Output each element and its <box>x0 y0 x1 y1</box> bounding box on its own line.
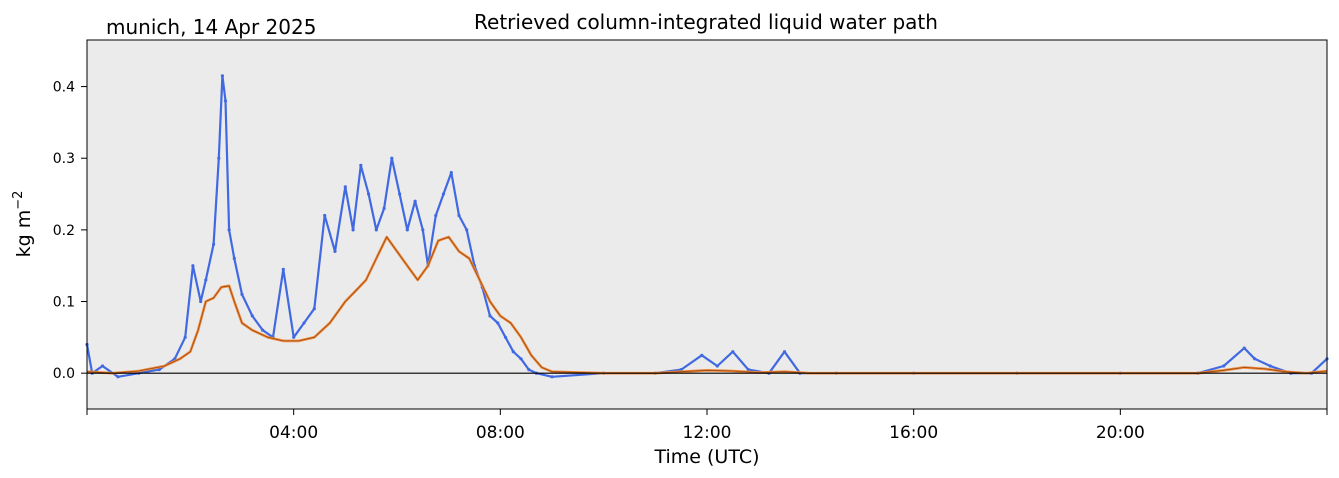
raw-lwp-point <box>449 171 453 175</box>
raw-lwp-point <box>359 163 363 167</box>
x-axis: 04:00 08:00 12:00 16:00 20:00 <box>86 409 1328 443</box>
raw-lwp-point <box>212 242 216 246</box>
raw-lwp-point <box>312 307 316 311</box>
x-axis-label: Time (UTC) <box>653 446 759 468</box>
raw-lwp-point <box>351 228 355 232</box>
raw-lwp-point <box>731 350 735 354</box>
raw-lwp-point <box>441 192 446 196</box>
raw-lwp-point <box>232 256 236 261</box>
raw-lwp-point <box>199 299 203 304</box>
x-tick-label: 20:00 <box>1096 423 1145 443</box>
raw-lwp-point <box>496 321 500 325</box>
raw-lwp-point <box>240 292 244 296</box>
y-tick-label: 0.0 <box>53 366 75 382</box>
y-tick-label: 0.3 <box>53 151 75 167</box>
raw-lwp-point <box>519 357 523 361</box>
x-tick-label: 12:00 <box>683 423 732 443</box>
raw-lwp-point <box>782 350 787 354</box>
chart-title: Retrieved column-integrated liquid water… <box>474 10 938 34</box>
raw-lwp-point <box>465 228 469 232</box>
raw-lwp-point <box>323 213 327 218</box>
raw-lwp-point <box>204 278 208 282</box>
raw-lwp-point <box>333 249 337 253</box>
raw-lwp-point <box>220 74 224 78</box>
raw-lwp-point <box>434 213 438 218</box>
raw-lwp-point <box>746 368 750 372</box>
raw-lwp-point <box>382 206 386 210</box>
raw-lwp-point <box>457 213 461 218</box>
raw-lwp-point <box>1268 364 1272 368</box>
raw-lwp-point <box>413 199 417 203</box>
raw-lwp-point <box>250 314 254 318</box>
raw-lwp-point <box>503 335 508 339</box>
raw-lwp-point <box>421 228 425 232</box>
raw-lwp-point <box>227 228 231 232</box>
y-tick-label: 0.1 <box>53 295 75 311</box>
raw-lwp-point <box>374 228 378 232</box>
raw-lwp-point <box>223 99 228 103</box>
chart-subtitle: munich, 14 Apr 2025 <box>106 15 316 39</box>
raw-lwp-point <box>527 368 531 372</box>
raw-lwp-point <box>116 375 120 379</box>
plot-area <box>87 40 1327 409</box>
raw-lwp-point <box>183 335 187 339</box>
raw-lwp-point <box>261 328 265 332</box>
raw-lwp-point <box>715 364 719 368</box>
raw-lwp-point <box>700 353 704 357</box>
y-tick-label: 0.2 <box>53 223 75 239</box>
raw-lwp-point <box>405 228 409 232</box>
raw-lwp-point <box>390 156 394 160</box>
raw-lwp-point <box>100 364 105 368</box>
raw-lwp-point <box>550 375 554 379</box>
y-axis: 0.0 0.1 0.2 0.3 0.4 <box>53 80 87 382</box>
raw-lwp-point <box>1253 357 1257 361</box>
raw-lwp-point <box>343 185 347 189</box>
x-tick-label: 04:00 <box>269 423 318 443</box>
raw-lwp-point <box>217 156 221 160</box>
y-tick-label: 0.4 <box>53 80 75 96</box>
raw-lwp-point <box>488 314 492 318</box>
raw-lwp-point <box>1242 346 1246 350</box>
raw-lwp-line <box>85 74 1328 378</box>
raw-lwp-point <box>511 350 515 354</box>
raw-lwp-point <box>157 368 161 372</box>
raw-lwp-point <box>292 335 296 339</box>
x-tick-label: 08:00 <box>476 423 525 443</box>
raw-lwp-point <box>398 192 402 196</box>
raw-lwp-point <box>1222 364 1226 368</box>
y-axis-label-main: kg m <box>13 210 35 258</box>
y-axis-label: kg m−2 <box>11 191 35 258</box>
raw-lwp-point <box>281 267 285 271</box>
y-axis-label-exponent: −2 <box>11 191 26 210</box>
raw-lwp-point <box>367 192 371 196</box>
raw-lwp-point <box>191 264 195 268</box>
x-tick-label: 16:00 <box>889 423 938 443</box>
raw-lwp-point <box>302 321 306 325</box>
